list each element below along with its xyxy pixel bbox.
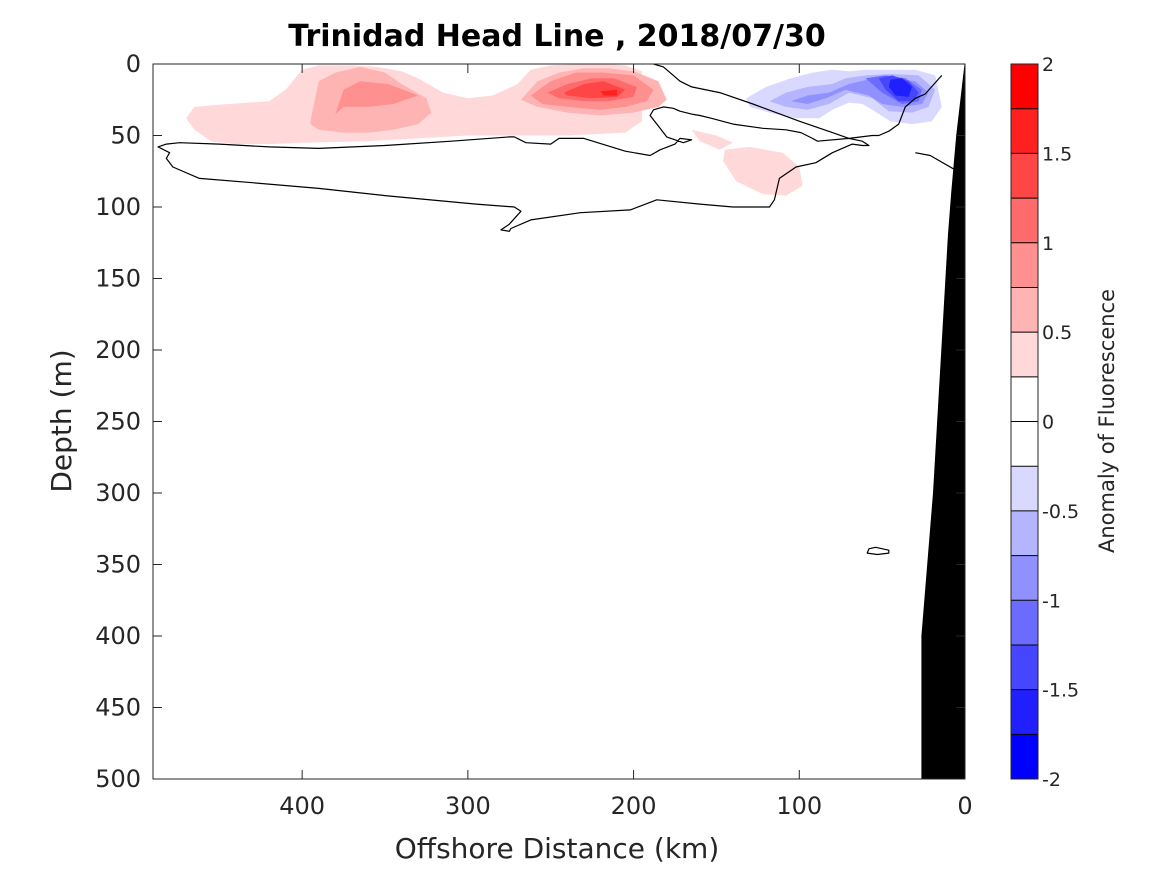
anomaly-patch (434, 174, 452, 180)
colorbar-frame (1010, 63, 1039, 780)
y-tick-label: 100 (95, 193, 141, 221)
colorbar-tick-label: 1.5 (1042, 143, 1072, 165)
zero-contour-line (157, 64, 943, 232)
colorbar-label: Anomaly of Fluorescence (1095, 289, 1119, 553)
colorbar-segment (1011, 734, 1038, 780)
anomaly-patch (335, 81, 419, 115)
colorbar-segment (1011, 689, 1038, 735)
colorbar-segment (1011, 332, 1038, 378)
y-tick-label: 200 (95, 336, 141, 364)
colorbar-segment (1011, 510, 1038, 557)
anomaly-patch (244, 126, 256, 135)
y-tick-label: 450 (95, 694, 141, 722)
colorbar-tick-label: -1.5 (1042, 680, 1079, 702)
colorbar-segment (1011, 153, 1038, 199)
axes: 400 300 200 100 0 0 50 100 150 200 250 300 350 400 450… (95, 50, 972, 820)
anomaly-patch (888, 78, 912, 97)
y-tick-label: 250 (95, 408, 141, 436)
colorbar-segment (1011, 466, 1038, 512)
colorbar-tick-label: 0 (1042, 412, 1054, 434)
anomaly-patch (327, 151, 410, 186)
colorbar-tick-label: 0.5 (1042, 322, 1072, 344)
x-tick-label: 0 (957, 792, 972, 820)
anomaly-patch (723, 146, 803, 196)
colorbar-segment (1011, 64, 1038, 110)
x-tick-label: 400 (279, 792, 325, 820)
colorbar-tick-label: -1 (1042, 590, 1061, 612)
colorbar-segment (1011, 600, 1038, 646)
colorbar-tick-label: 2 (1042, 54, 1054, 76)
colorbar: -2 -1.5 -1 -0.5 0 0.5 1 1.5 2 (1010, 54, 1079, 791)
y-axis-label: Depth (m) (45, 349, 78, 492)
x-tick-label: 300 (445, 792, 491, 820)
x-tick-label: 100 (776, 792, 822, 820)
bathymetry-shelf (921, 64, 965, 779)
colorbar-segment (1011, 287, 1038, 333)
zero-contour-line (866, 546, 890, 556)
x-axis-label: Offshore Distance (km) (395, 832, 720, 865)
x-tick-label: 200 (611, 792, 657, 820)
colorbar-segment (1011, 644, 1038, 691)
y-tick-label: 50 (110, 122, 141, 150)
y-tick-label: 350 (95, 551, 141, 579)
y-tick-label: 300 (95, 479, 141, 507)
anomaly-patch (600, 89, 617, 96)
colorbar-segment (1011, 555, 1038, 601)
colorbar-segment (1011, 376, 1038, 422)
chart-title: Trinidad Head Line , 2018/07/30 (288, 19, 825, 54)
y-tick-label: 0 (126, 50, 141, 78)
y-tick-label: 150 (95, 265, 141, 293)
y-tick-label: 400 (95, 622, 141, 650)
colorbar-segment (1011, 108, 1038, 154)
colorbar-tick-label: 1 (1042, 233, 1054, 255)
bathymetry-layer (921, 64, 965, 779)
colorbar-segment (1011, 421, 1038, 467)
plot-area (153, 64, 965, 779)
colorbar-tick-label: -2 (1042, 769, 1061, 791)
anomaly-patch (691, 129, 733, 150)
y-tick-label: 500 (95, 765, 141, 793)
colorbar-tick-label: -0.5 (1042, 501, 1079, 523)
anomaly-contour-fills (186, 64, 949, 196)
colorbar-segment (1011, 198, 1038, 244)
colorbar-segment (1011, 242, 1038, 288)
